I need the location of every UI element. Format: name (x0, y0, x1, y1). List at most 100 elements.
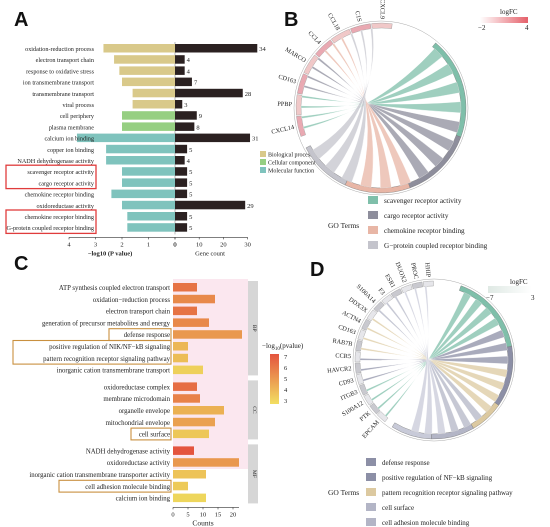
logfc-min: −2 (478, 24, 486, 32)
left-tick-label: 3 (94, 241, 97, 248)
gene-label: CD163 (337, 324, 356, 337)
highlight-box (130, 427, 172, 441)
go-term-swatch (368, 211, 378, 219)
gene-label: ITGB3 (340, 389, 359, 402)
chord-link (365, 317, 500, 392)
chord-link (403, 291, 446, 435)
gene-count-bar (175, 144, 188, 154)
gene-arc (356, 373, 364, 385)
category-label: NADH dehydrogenase activity (86, 448, 171, 455)
category-label: NADH dehydrogenase activity (17, 158, 95, 165)
panel-label-c: C (14, 253, 28, 275)
gene-label: HHIP (423, 262, 431, 278)
left-tick-label: 1 (147, 241, 150, 248)
pvalue-bar (122, 178, 175, 187)
pvalue-bar (76, 133, 175, 143)
gene-count-label: 8 (196, 124, 199, 131)
go-terms-title: GO Terms (328, 221, 359, 230)
gene-count-label: 5 (189, 169, 192, 176)
gene-count-bar (175, 178, 188, 187)
count-bar (173, 342, 188, 351)
count-bar (173, 306, 197, 316)
x-tick-label: 15 (215, 511, 222, 518)
gene-arc (357, 329, 367, 341)
left-tick-label: 4 (67, 241, 71, 248)
pvalue-bar (106, 156, 175, 165)
x-axis-label-left: −log10 (P value) (88, 250, 133, 257)
count-bar (173, 493, 206, 503)
gene-count-bar (175, 100, 183, 109)
logfc-colorbar (480, 17, 528, 23)
term-arc (305, 145, 348, 186)
gene-arc (354, 362, 362, 374)
count-bar (173, 417, 215, 427)
go-term-label: cell adhesion molecule binding (382, 519, 470, 527)
chord-link (312, 28, 374, 160)
group-strip (248, 380, 258, 440)
gene-count-bar (175, 212, 188, 221)
group-strip-label: MF (251, 470, 257, 478)
go-term-swatch (368, 196, 378, 204)
gene-arc (296, 115, 306, 137)
pvalue-bar (127, 223, 175, 232)
go-term-label: scavenger receptor activity (384, 197, 462, 205)
pvalue-tick-label: 3 (284, 398, 287, 405)
gene-count-bar (175, 200, 246, 210)
pvalue-bar (114, 55, 175, 64)
gene-count-bar (175, 88, 243, 98)
gene-arc (411, 281, 423, 290)
gene-arc (400, 284, 413, 294)
right-tick-label: 0 (173, 241, 176, 248)
go-term-swatch (366, 518, 376, 526)
category-label: scavenger receptor activity (27, 169, 95, 176)
legend-swatch (260, 159, 266, 165)
pvalue-bar (122, 167, 175, 176)
go-term-label: defense response (382, 459, 430, 467)
count-bar (173, 446, 194, 455)
category-label: positive regulation of NIK/NF−kB signali… (49, 344, 170, 351)
gene-count-label: 5 (189, 192, 192, 199)
gene-label: PTK (358, 410, 372, 423)
highlight-box (5, 164, 97, 190)
gene-label: ACTN4 (341, 309, 363, 325)
category-label: oxidoreductase complex (104, 384, 171, 391)
gene-label: C1S (353, 10, 363, 23)
pvalue-legend-title-sub: 10 (275, 347, 281, 352)
gene-label: MARCO (284, 46, 308, 64)
gene-arc (373, 301, 385, 313)
category-label: oxidoreductase activity (36, 203, 94, 210)
gene-arc (369, 402, 381, 415)
x-tick-label: 0 (171, 511, 174, 518)
gene-arc (295, 94, 303, 116)
x-tick-label: 20 (230, 511, 237, 518)
gene-count-bar (175, 66, 185, 75)
category-label: defense response (124, 332, 170, 339)
gene-arc (361, 318, 371, 331)
outer-ring (352, 278, 516, 442)
right-tick-label: 30 (244, 241, 251, 248)
gene-count-bar (175, 55, 185, 64)
pvalue-bar (122, 200, 175, 210)
pvalue-bar (119, 66, 175, 75)
chord-link (362, 337, 505, 391)
gene-count-label: 5 (189, 225, 192, 232)
go-terms-title: GO Terms (328, 488, 359, 497)
pvalue-tick-label: 6 (284, 365, 288, 372)
go-term-label: cell surface (382, 504, 414, 512)
legend-label: Cellular component (268, 161, 316, 167)
chord-link (394, 296, 459, 433)
gene-count-bar (175, 133, 251, 143)
count-bar (173, 318, 209, 327)
category-label: viral process (63, 102, 95, 109)
category-label: mitochondrial envelope (106, 420, 170, 427)
chord-link (360, 347, 508, 378)
go-term-swatch (368, 226, 378, 234)
gene-label: RAB7B (332, 337, 353, 348)
category-label: response to oxidative stress (26, 68, 94, 75)
gene-label: CD93 (338, 377, 354, 388)
go-term-swatch (366, 458, 376, 466)
category-label: chemokine receptor binding (25, 214, 94, 221)
category-label: cargo receptor activity (38, 180, 94, 187)
gene-count-label: 34 (259, 46, 266, 53)
group-strip-label: BP (251, 325, 257, 332)
